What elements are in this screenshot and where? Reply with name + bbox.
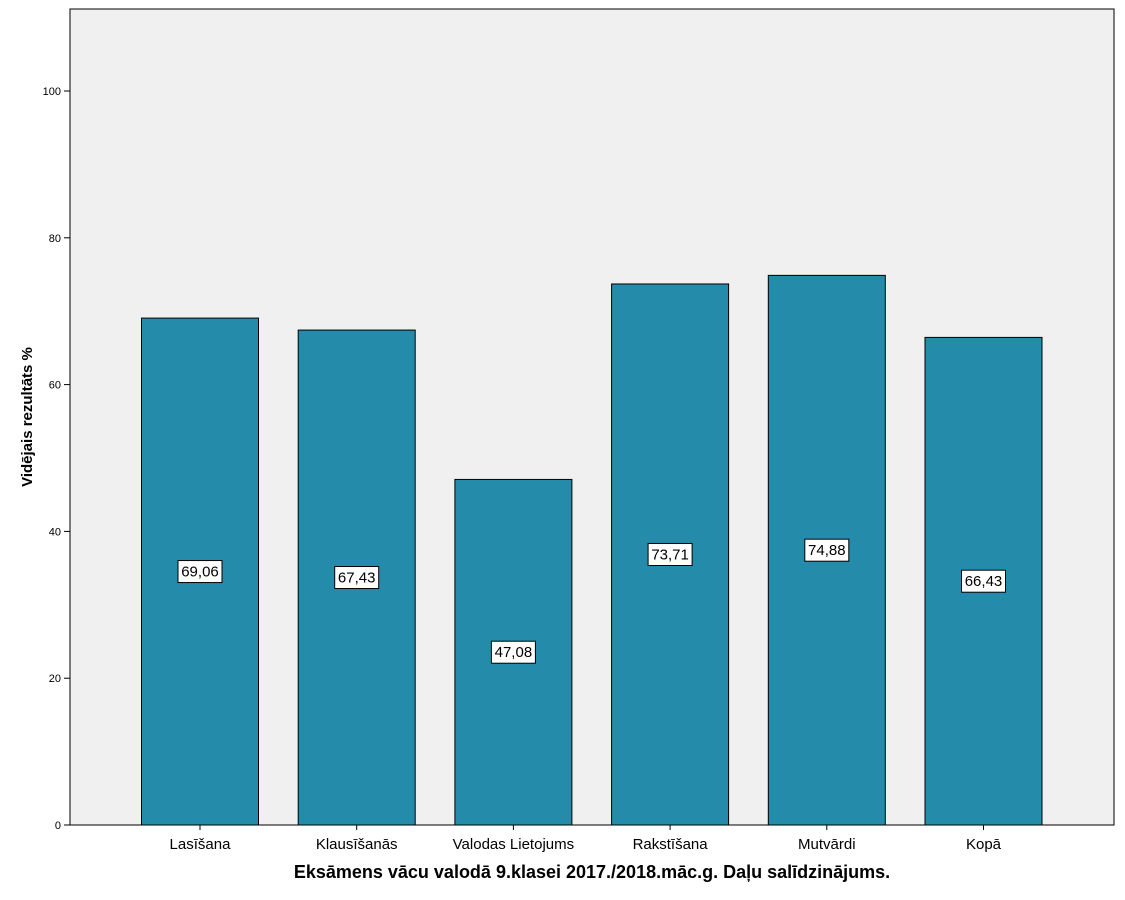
x-tick-label: Kopā [966,836,1002,853]
y-tick-label: 20 [49,673,61,685]
x-tick-label: Valodas Lietojums [453,836,574,853]
y-tick-label: 60 [49,380,61,392]
x-tick-label: Lasīšana [170,836,232,853]
y-tick-label: 0 [55,820,61,832]
y-axis: 0 20 40 60 80 100 [43,86,70,832]
data-label-box [334,566,380,590]
data-label: 74,88 [808,542,846,559]
data-label: 47,08 [495,644,533,661]
x-tick-label: Klausīšanās [316,836,398,853]
bars-group [141,274,1043,826]
data-label: 69,06 [181,564,219,581]
data-label: 66,43 [965,573,1003,590]
x-axis-title: Eksāmens vācu valodā 9.klasei 2017./2018… [294,862,890,882]
data-label-box [647,542,693,566]
x-tick-label: Rakstīšana [633,836,709,853]
x-tick-label: Mutvārdi [798,836,856,853]
data-label: 73,71 [651,546,689,563]
y-tick-label: 40 [49,526,61,538]
y-tick-label: 100 [43,86,61,98]
data-labels-group: 69,06 67,43 47,08 73,71 74,88 66,43 [177,538,1006,664]
data-label-box [177,560,223,584]
data-label-box [804,538,850,562]
x-axis: Lasīšana Klausīšanās Valodas Lietojums Raks… [170,825,1002,853]
y-tick-label: 80 [49,233,61,245]
data-label-box [961,569,1006,593]
data-label-box [490,640,536,664]
y-axis-title: Vidējais rezultāts % [19,347,36,487]
data-label: 67,43 [338,570,376,587]
